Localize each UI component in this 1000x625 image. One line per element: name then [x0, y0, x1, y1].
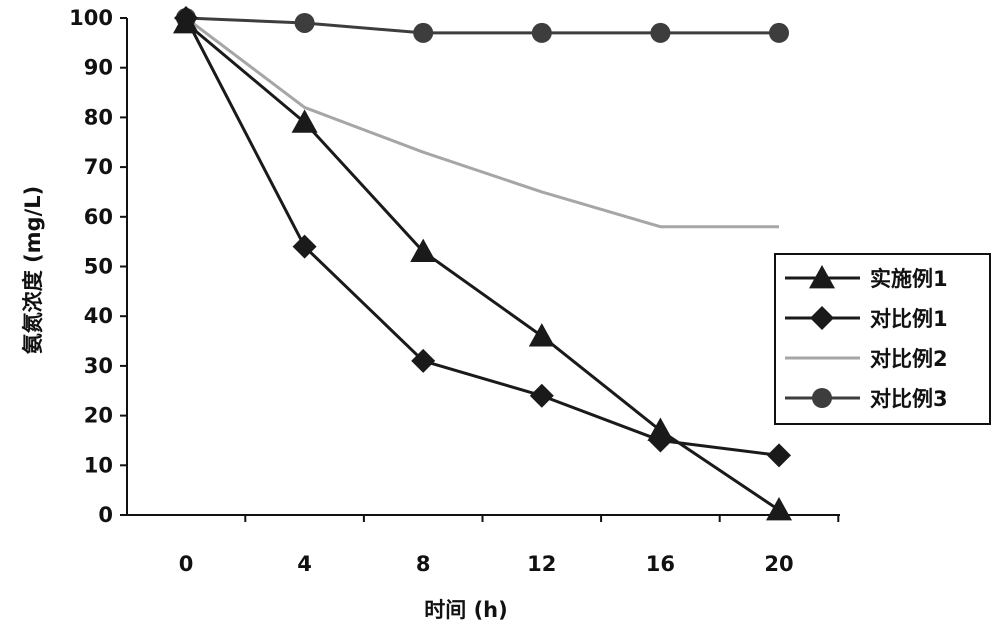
- x-tick-label: 12: [527, 552, 556, 576]
- data-point: [295, 13, 315, 33]
- y-tick-label: 0: [98, 503, 113, 527]
- series-4: [176, 8, 789, 43]
- data-point: [530, 384, 554, 408]
- series-line: [186, 18, 779, 227]
- series-2: [174, 6, 791, 467]
- legend-swatch-marker: [812, 388, 832, 408]
- data-point: [647, 418, 673, 441]
- y-tick-label: 60: [84, 205, 113, 229]
- y-tick-label: 20: [84, 404, 113, 428]
- x-axis-title: 时间 (h): [424, 598, 507, 622]
- y-tick-label: 40: [84, 304, 113, 328]
- x-tick-label: 0: [179, 552, 194, 576]
- y-axis-title: 氨氮浓度 (mg/L): [21, 186, 45, 354]
- legend: 实施例1 对比例1 对比例2 对比例3: [775, 254, 990, 424]
- x-tick-label: 16: [646, 552, 675, 576]
- y-tick-label: 10: [84, 453, 113, 477]
- data-point: [650, 23, 670, 43]
- legend-label: 实施例1: [870, 267, 948, 291]
- y-tick-label: 80: [84, 105, 113, 129]
- data-point: [766, 497, 792, 520]
- data-point: [532, 23, 552, 43]
- legend-label: 对比例1: [870, 307, 948, 331]
- series-line: [186, 18, 779, 33]
- y-tick-label: 100: [69, 6, 113, 30]
- data-point: [769, 23, 789, 43]
- series-line: [186, 23, 779, 510]
- legend-label: 对比例2: [870, 347, 948, 371]
- y-tick-label: 70: [84, 155, 113, 179]
- x-tick-label: 20: [764, 552, 793, 576]
- series-3: [186, 18, 779, 227]
- series-layer: [173, 6, 792, 520]
- y-tick-label: 30: [84, 354, 113, 378]
- data-point: [767, 443, 791, 467]
- x-tick-label: 4: [297, 552, 312, 576]
- data-point: [413, 23, 433, 43]
- x-tick-label: 8: [416, 552, 431, 576]
- data-point: [529, 323, 555, 346]
- legend-label: 对比例3: [870, 387, 948, 411]
- y-tick-label: 50: [84, 255, 113, 279]
- y-tick-label: 90: [84, 56, 113, 80]
- axes: 0 10 20 30 40 50 60 70 80 90 100 0 4 8 12 16 20: [69, 6, 840, 576]
